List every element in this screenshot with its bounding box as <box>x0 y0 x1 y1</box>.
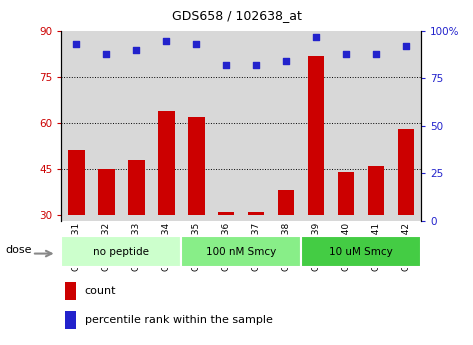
Bar <box>61 236 181 267</box>
Bar <box>248 211 264 215</box>
Point <box>282 59 290 64</box>
Point <box>132 47 140 53</box>
Point <box>342 51 350 57</box>
Bar <box>308 56 324 215</box>
Point <box>193 41 200 47</box>
Point <box>402 43 410 49</box>
Text: no peptide: no peptide <box>93 247 149 257</box>
Text: GDS658 / 102638_at: GDS658 / 102638_at <box>172 9 301 22</box>
Bar <box>278 190 294 215</box>
Text: percentile rank within the sample: percentile rank within the sample <box>85 315 273 325</box>
Text: 100 nM Smcy: 100 nM Smcy <box>206 247 276 257</box>
Bar <box>98 169 114 215</box>
Bar <box>391 31 421 221</box>
Point <box>372 51 380 57</box>
Text: count: count <box>85 286 116 296</box>
Bar <box>211 31 241 221</box>
Bar <box>361 31 391 221</box>
Point <box>312 34 320 40</box>
Bar <box>181 236 301 267</box>
Bar <box>271 31 301 221</box>
Bar <box>61 31 91 221</box>
Bar <box>65 282 76 299</box>
Bar <box>128 160 145 215</box>
Bar <box>158 111 175 215</box>
Point <box>103 51 110 57</box>
Bar <box>68 150 85 215</box>
Bar <box>338 172 354 215</box>
Point <box>73 41 80 47</box>
Bar <box>65 312 76 329</box>
Bar <box>331 31 361 221</box>
Bar <box>181 31 211 221</box>
Bar <box>301 31 331 221</box>
Bar <box>151 31 181 221</box>
Bar <box>301 236 421 267</box>
Point <box>253 62 260 68</box>
Bar <box>398 129 414 215</box>
Bar <box>188 117 204 215</box>
Point <box>222 62 230 68</box>
Point <box>163 38 170 43</box>
Text: dose: dose <box>5 245 31 255</box>
Bar <box>218 211 235 215</box>
Bar <box>241 31 271 221</box>
Bar <box>91 31 122 221</box>
Bar <box>122 31 151 221</box>
Text: 10 uM Smcy: 10 uM Smcy <box>329 247 393 257</box>
Bar <box>368 166 384 215</box>
